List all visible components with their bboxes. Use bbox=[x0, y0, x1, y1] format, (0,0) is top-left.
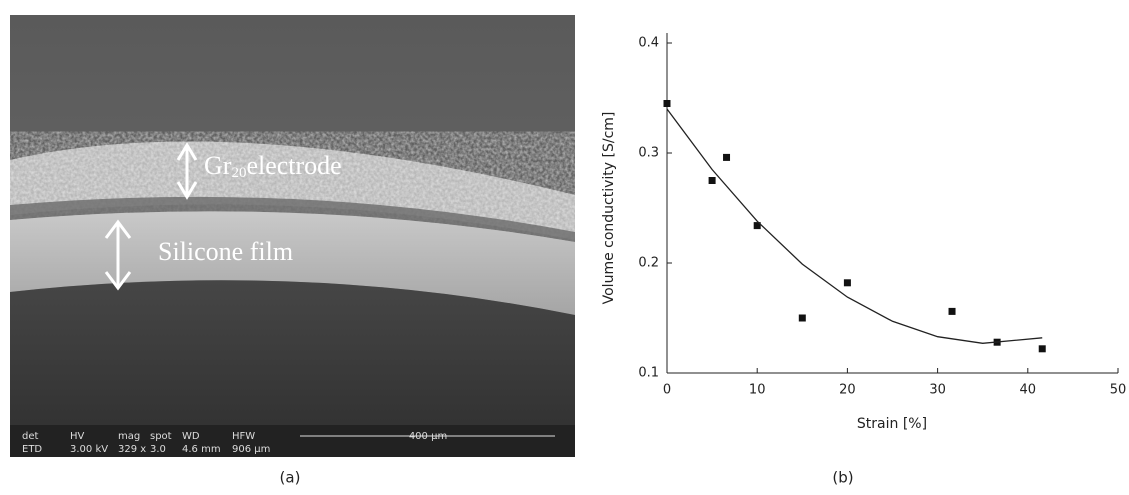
y-axis-title: Volume conductivity [S/cm] bbox=[601, 112, 617, 305]
x-tick-label: 0 bbox=[663, 383, 671, 398]
y-tick-label: 0.3 bbox=[638, 146, 659, 161]
info-value: 906 µm bbox=[232, 444, 270, 455]
info-header: WD bbox=[182, 431, 200, 442]
electrode-main: Gr bbox=[204, 151, 232, 180]
info-value: 4.6 mm bbox=[182, 444, 221, 455]
data-point bbox=[723, 153, 731, 161]
y-tick-label: 0.4 bbox=[638, 36, 659, 51]
x-axis-title: Strain [%] bbox=[857, 416, 927, 432]
info-header: det bbox=[22, 431, 39, 442]
data-point bbox=[708, 177, 716, 184]
info-value: 3.00 kV bbox=[70, 444, 108, 455]
y-tick-label: 0.2 bbox=[638, 256, 659, 271]
electrode-rest: electrode bbox=[246, 151, 341, 180]
film-label: Silicone film bbox=[158, 237, 293, 266]
info-value: 3.0 bbox=[150, 444, 166, 455]
data-point bbox=[753, 222, 761, 230]
info-header: mag bbox=[118, 431, 140, 442]
electrode-label: Gr20electrode bbox=[204, 151, 342, 181]
data-point bbox=[843, 279, 851, 287]
info-value: 329 x bbox=[118, 444, 146, 455]
caption: (a) bbox=[280, 469, 301, 487]
x-tick-label: 40 bbox=[1020, 383, 1037, 398]
data-point bbox=[1038, 345, 1046, 353]
x-tick-label: 50 bbox=[1110, 383, 1127, 398]
electrode-subscript: 20 bbox=[231, 165, 246, 181]
info-header: HV bbox=[70, 431, 85, 442]
data-point bbox=[798, 314, 806, 322]
info-header: HFW bbox=[232, 431, 255, 442]
sem-image: Gr20electrode Silicone film 400 µm bbox=[10, 15, 575, 457]
info-value: ETD bbox=[22, 444, 42, 455]
info-header: spot bbox=[150, 431, 172, 442]
caption: (b) bbox=[832, 469, 853, 487]
x-tick-label: 30 bbox=[929, 383, 946, 398]
y-tick-label: 0.1 bbox=[638, 366, 659, 381]
fit-line bbox=[666, 108, 1043, 344]
scale-bar-label: 400 µm bbox=[409, 431, 447, 442]
data-point bbox=[948, 307, 956, 315]
x-tick-label: 10 bbox=[749, 383, 766, 398]
data-point bbox=[663, 100, 671, 107]
x-tick-label: 20 bbox=[839, 383, 856, 398]
